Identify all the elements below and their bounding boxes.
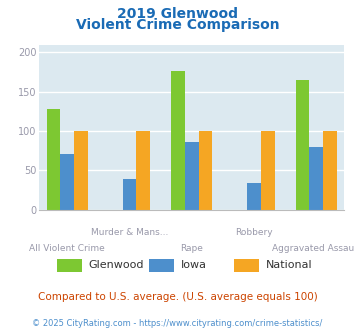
Text: Aggravated Assault: Aggravated Assault: [272, 244, 355, 253]
Bar: [74, 131, 88, 210]
Bar: [296, 80, 310, 210]
Text: © 2025 CityRating.com - https://www.cityrating.com/crime-statistics/: © 2025 CityRating.com - https://www.city…: [32, 319, 323, 328]
Bar: [136, 131, 150, 210]
Text: Iowa: Iowa: [181, 260, 207, 270]
Text: Robbery: Robbery: [235, 228, 273, 237]
Text: Murder & Mans...: Murder & Mans...: [91, 228, 168, 237]
Bar: [310, 147, 323, 210]
Text: Rape: Rape: [180, 244, 203, 253]
Bar: [171, 71, 185, 210]
Text: Violent Crime Comparison: Violent Crime Comparison: [76, 18, 279, 32]
Bar: [247, 183, 261, 210]
Bar: [60, 154, 74, 210]
Bar: [323, 131, 337, 210]
Text: Compared to U.S. average. (U.S. average equals 100): Compared to U.S. average. (U.S. average …: [38, 292, 317, 302]
Bar: [47, 109, 60, 210]
Text: 2019 Glenwood: 2019 Glenwood: [117, 7, 238, 20]
Text: Glenwood: Glenwood: [89, 260, 144, 270]
Bar: [122, 179, 136, 210]
Text: All Violent Crime: All Violent Crime: [29, 244, 105, 253]
Bar: [185, 142, 198, 210]
Text: National: National: [266, 260, 313, 270]
Bar: [261, 131, 274, 210]
Bar: [198, 131, 212, 210]
